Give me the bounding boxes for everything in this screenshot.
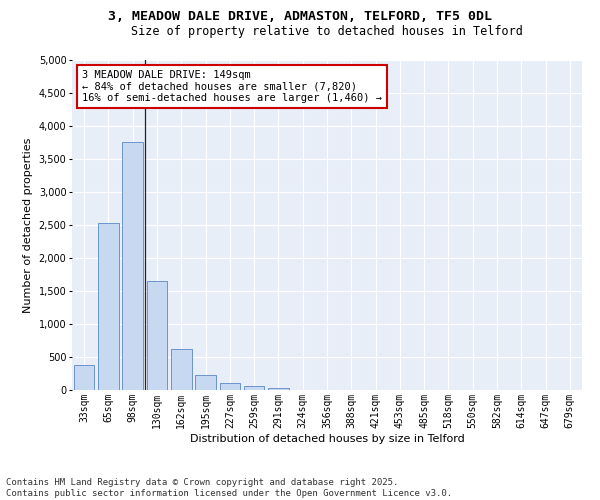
Bar — [146, 281, 167, 390]
Text: 3, MEADOW DALE DRIVE, ADMASTON, TELFORD, TF5 0DL: 3, MEADOW DALE DRIVE, ADMASTON, TELFORD,… — [108, 10, 492, 23]
Y-axis label: Number of detached properties: Number of detached properties — [23, 138, 33, 312]
Bar — [98, 223, 119, 390]
Bar — [171, 349, 191, 390]
Text: 3 MEADOW DALE DRIVE: 149sqm
← 84% of detached houses are smaller (7,820)
16% of : 3 MEADOW DALE DRIVE: 149sqm ← 84% of det… — [82, 70, 382, 103]
Bar — [195, 375, 216, 390]
Bar — [122, 142, 143, 390]
Text: Contains HM Land Registry data © Crown copyright and database right 2025.
Contai: Contains HM Land Registry data © Crown c… — [6, 478, 452, 498]
Bar — [268, 388, 289, 390]
Title: Size of property relative to detached houses in Telford: Size of property relative to detached ho… — [131, 25, 523, 38]
Bar — [74, 365, 94, 390]
Bar — [220, 384, 240, 390]
X-axis label: Distribution of detached houses by size in Telford: Distribution of detached houses by size … — [190, 434, 464, 444]
Bar — [244, 386, 265, 390]
